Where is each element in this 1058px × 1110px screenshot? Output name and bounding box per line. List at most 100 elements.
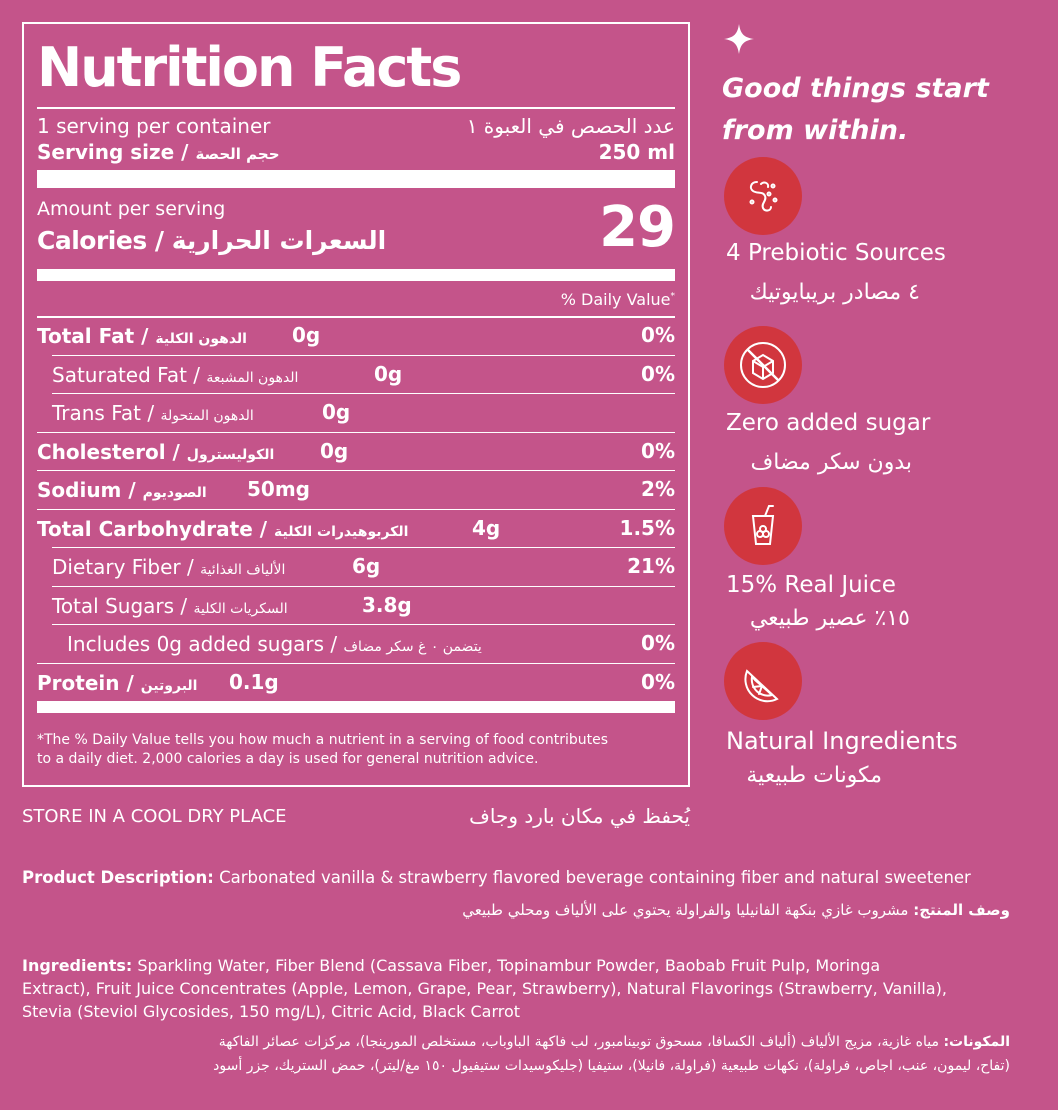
nutrient-amount: 0g xyxy=(320,438,349,463)
product-description-label: Product Description: xyxy=(22,868,214,887)
nutrient-name-ar: البروتين xyxy=(140,677,198,694)
nutrient-daily-value: 21% xyxy=(627,554,675,578)
nutrient-name-ar: الكربوهيدرات الكلية xyxy=(274,523,409,540)
storage-instruction-ar: يُحفظ في مكان بارد وجاف xyxy=(469,804,690,828)
product-description-ar: وصف المنتج: مشروب غازي بنكهة الفانيليا و… xyxy=(462,901,1010,919)
nutrition-facts-panel: Nutrition Facts 1 serving per container … xyxy=(22,22,690,787)
product-description-label-ar: وصف المنتج: xyxy=(913,901,1010,919)
gut-icon xyxy=(724,157,802,235)
footnote-line-1: *The % Daily Value tells you how much a … xyxy=(37,732,609,748)
nutrient-name-ar: الكوليسترول xyxy=(186,446,275,463)
nutrient-daily-value: 0% xyxy=(641,361,675,386)
nutrient-name-ar: الدهون الكلية xyxy=(155,331,247,347)
nutrient-daily-value: 1.5% xyxy=(619,515,675,540)
nutrient-daily-value: 0% xyxy=(641,438,675,463)
thick-divider xyxy=(37,170,675,188)
nutrient-name: Saturated Fat / xyxy=(52,362,207,387)
nutrient-name-ar: الدهون المشبعة xyxy=(206,369,299,386)
row-divider xyxy=(52,393,675,394)
nutrient-amount: 0g xyxy=(292,323,321,347)
ingredients-line-1: Ingredients: Sparkling Water, Fiber Blen… xyxy=(22,956,880,975)
nutrient-row: Total Sugars / السكريات الكلية xyxy=(52,596,288,616)
nutrient-name-ar: الألياف الغذائية xyxy=(200,562,286,578)
nutrient-name: Protein / xyxy=(37,670,141,695)
nutrient-name-ar: يتضمن ٠ غ سكر مضاف xyxy=(343,639,482,655)
sparkle-icon xyxy=(724,24,754,54)
nutrient-name: Total Carbohydrate / xyxy=(37,516,275,541)
feature-juice-ar: ١٥٪ عصير طبيعي xyxy=(749,606,910,631)
thick-divider xyxy=(37,701,675,713)
tagline-line-2: from within. xyxy=(722,115,909,146)
divider xyxy=(37,107,675,109)
nutrition-facts-title: Nutrition Facts xyxy=(37,36,462,99)
calories-label-ar: السعرات الحرارية xyxy=(171,226,387,255)
ingredients-ar-line-1: المكونات: مياه غازية، مزيج الألياف (أليا… xyxy=(219,1034,1010,1050)
storage-instruction: STORE IN A COOL DRY PLACE xyxy=(22,806,287,827)
feature-sugar-ar: بدون سكر مضاف xyxy=(750,450,912,475)
serving-size-label: Serving size / حجم الحصة xyxy=(37,142,280,162)
nutrient-name-ar: السكريات الكلية xyxy=(193,600,288,617)
row-divider xyxy=(52,624,675,625)
tagline-line-1: Good things start xyxy=(722,73,989,104)
nutrient-name: Total Fat / xyxy=(37,324,156,348)
nutrient-row: Trans Fat / الدهون المتحولة xyxy=(52,403,254,423)
product-description-text-ar: مشروب غازي بنكهة الفانيليا والفراولة يحت… xyxy=(462,901,914,919)
nutrient-amount: 0g xyxy=(374,361,403,386)
ingredients-label-ar: المكونات: xyxy=(943,1034,1010,1050)
nutrient-row: Cholesterol / الكوليسترول xyxy=(37,442,274,462)
nutrient-name-ar: الصوديوم xyxy=(142,485,207,501)
nutrient-row: Sodium / الصوديوم xyxy=(37,480,207,500)
nutrient-name: Dietary Fiber / xyxy=(52,555,201,579)
calories-label-en: Calories / xyxy=(37,226,172,255)
nutrient-name: Cholesterol / xyxy=(37,439,187,464)
footnote-line-2: to a daily diet. 2,000 calories a day is… xyxy=(37,751,539,767)
nutrient-row: Includes 0g added sugars / يتضمن ٠ غ سكر… xyxy=(67,634,482,654)
row-divider xyxy=(37,662,675,664)
nutrient-name: Includes 0g added sugars / xyxy=(67,632,344,656)
serving-size-label-ar: حجم الحصة xyxy=(195,145,280,163)
serving-size-label-en: Serving size / xyxy=(37,140,196,164)
nutrient-amount: 0g xyxy=(322,400,351,424)
feature-prebiotic-ar: ٤ مصادر بريبايوتيك xyxy=(749,280,920,305)
row-divider xyxy=(37,316,675,318)
row-divider xyxy=(52,354,675,356)
nutrient-amount: 0.1g xyxy=(229,669,279,694)
feature-natural-ar: مكونات طبيعية xyxy=(746,763,882,788)
citrus-icon xyxy=(724,642,802,720)
nutrient-name: Total Sugars / xyxy=(52,593,194,618)
product-description: Product Description: Carbonated vanilla … xyxy=(22,868,971,887)
nutrient-daily-value: 0% xyxy=(641,631,675,655)
ingredients-text-1: Sparkling Water, Fiber Blend (Cassava Fi… xyxy=(132,956,881,975)
nutrient-name-ar: الدهون المتحولة xyxy=(160,408,254,424)
servings-per-container-ar: عدد الحصص في العبوة ١ xyxy=(466,114,675,138)
nutrient-daily-value: 2% xyxy=(641,477,675,501)
ingredients-line-2: Extract), Fruit Juice Concentrates (Appl… xyxy=(22,979,947,998)
calories-value: 29 xyxy=(599,195,676,260)
nutrient-name: Sodium / xyxy=(37,478,143,502)
no-sugar-icon xyxy=(724,326,802,404)
serving-size-value: 250 ml xyxy=(598,140,675,164)
ingredients-text-ar-1: مياه غازية، مزيج الألياف (ألياف الكسافا،… xyxy=(218,1034,944,1050)
tagline: Good things start from within. xyxy=(722,68,1042,152)
row-divider xyxy=(37,470,675,471)
feature-sugar-en: Zero added sugar xyxy=(726,410,931,436)
nutrient-name: Trans Fat / xyxy=(52,401,161,425)
row-divider xyxy=(52,547,675,548)
product-description-text: Carbonated vanilla & strawberry flavored… xyxy=(213,868,971,887)
row-divider xyxy=(37,508,675,510)
feature-prebiotic-en: 4 Prebiotic Sources xyxy=(726,240,946,266)
thick-divider xyxy=(37,269,675,281)
nutrient-amount: 3.8g xyxy=(362,592,412,617)
nutrient-daily-value: 0% xyxy=(641,669,675,694)
ingredients-line-3: Stevia (Steviol Glycosides, 150 mg/L), C… xyxy=(22,1002,521,1021)
servings-per-container: 1 serving per container xyxy=(37,114,271,138)
nutrient-amount: 50mg xyxy=(247,477,310,501)
nutrient-amount: 6g xyxy=(352,554,381,578)
nutrient-daily-value: 0% xyxy=(641,323,675,347)
nutrient-amount: 4g xyxy=(472,515,501,540)
ingredients-label: Ingredients: xyxy=(22,956,133,975)
juice-icon xyxy=(724,487,802,565)
feature-juice-en: 15% Real Juice xyxy=(726,572,896,598)
nutrient-row: Dietary Fiber / الألياف الغذائية xyxy=(52,557,285,577)
daily-value-header-text: % Daily Value xyxy=(560,290,671,309)
